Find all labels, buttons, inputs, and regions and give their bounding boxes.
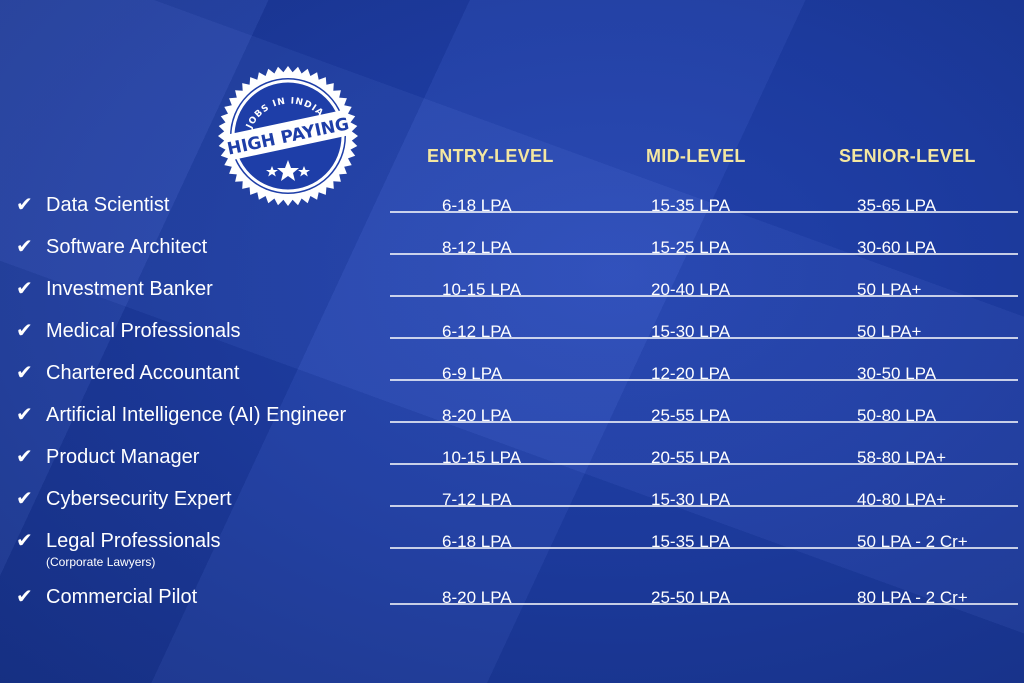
entry-level-salary: 10-15 LPA: [442, 448, 522, 467]
entry-level-salary: 7-12 LPA: [442, 490, 512, 509]
job-title: Chartered Accountant: [46, 362, 240, 384]
check-icon: ✔: [16, 446, 33, 468]
entry-level-salary: 8-20 LPA: [442, 588, 512, 607]
check-icon: ✔: [16, 404, 33, 426]
header-senior-level: SENIOR-LEVEL: [839, 146, 976, 166]
check-icon: ✔: [16, 194, 33, 216]
row-divider: [390, 421, 1018, 423]
mid-level-salary: 12-20 LPA: [651, 364, 731, 383]
seal-graphic: JOBS IN INDIA HIGH PAYING: [218, 66, 358, 206]
mid-level-salary: 15-30 LPA: [651, 490, 731, 509]
job-title: Artificial Intelligence (AI) Engineer: [46, 404, 347, 426]
seal-stars: [266, 160, 310, 181]
entry-level-salary: 6-12 LPA: [442, 322, 512, 341]
senior-level-salary: 50-80 LPA: [857, 406, 937, 425]
row-divider: [390, 603, 1018, 605]
table-row: ✔ Commercial Pilot 8-20 LPA 25-50 LPA 80 LPA…: [0, 585, 1024, 625]
row-divider: [390, 337, 1018, 339]
senior-level-salary: 40-80 LPA+: [857, 490, 947, 509]
row-divider: [390, 547, 1018, 549]
job-title: Commercial Pilot: [46, 586, 198, 608]
entry-level-salary: 10-15 LPA: [442, 280, 522, 299]
header-mid-level: MID-LEVEL: [646, 146, 746, 166]
check-icon: ✔: [16, 278, 33, 300]
senior-level-salary: 50 LPA+: [857, 322, 922, 341]
row-divider: [390, 295, 1018, 297]
table-row: ✔ Chartered Accountant 6-9 LPA 12-20 LPA 30-…: [0, 361, 1024, 401]
mid-level-salary: 15-25 LPA: [651, 238, 731, 257]
senior-level-salary: 35-65 LPA: [857, 196, 937, 215]
mid-level-salary: 20-40 LPA: [651, 280, 731, 299]
job-title: Data Scientist: [46, 194, 170, 216]
senior-level-salary: 50 LPA+: [857, 280, 922, 299]
entry-level-salary: 8-20 LPA: [442, 406, 512, 425]
table-row: ✔ Legal Professionals (Corporate Lawyers) 6…: [0, 529, 1024, 569]
senior-level-salary: 50 LPA - 2 Cr+: [857, 532, 968, 551]
table-row: ✔ Product Manager 10-15 LPA 20-55 LPA 58-80 …: [0, 445, 1024, 485]
table-row: ✔ Software Architect 8-12 LPA 15-25 LPA 30-6…: [0, 235, 1024, 275]
job-title: Product Manager: [46, 446, 200, 468]
senior-level-salary: 30-50 LPA: [857, 364, 937, 383]
senior-level-salary: 30-60 LPA: [857, 238, 937, 257]
entry-level-salary: 6-18 LPA: [442, 196, 512, 215]
job-title: Investment Banker: [46, 278, 213, 300]
senior-level-salary: 80 LPA - 2 Cr+: [857, 588, 968, 607]
mid-level-salary: 15-35 LPA: [651, 532, 731, 551]
table-row: ✔ Cybersecurity Expert 7-12 LPA 15-30 LPA 40…: [0, 487, 1024, 527]
job-title: Legal Professionals: [46, 530, 221, 552]
row-divider: [390, 505, 1018, 507]
table-row: ✔ Artificial Intelligence (AI) Engineer 8-…: [0, 403, 1024, 443]
mid-level-salary: 25-55 LPA: [651, 406, 731, 425]
high-paying-seal: JOBS IN INDIA HIGH PAYING: [216, 64, 360, 208]
mid-level-salary: 15-35 LPA: [651, 196, 731, 215]
check-icon: ✔: [16, 586, 33, 608]
table-row: ✔ Investment Banker 10-15 LPA 20-40 LPA 50 L…: [0, 277, 1024, 317]
job-subtitle: (Corporate Lawyers): [46, 555, 156, 569]
row-divider: [390, 463, 1018, 465]
entry-level-salary: 8-12 LPA: [442, 238, 512, 257]
header-entry-level: ENTRY-LEVEL: [427, 146, 554, 166]
job-title: Cybersecurity Expert: [46, 488, 232, 510]
check-icon: ✔: [16, 236, 33, 258]
senior-level-salary: 58-80 LPA+: [857, 448, 947, 467]
row-divider: [390, 211, 1018, 213]
row-divider: [390, 253, 1018, 255]
check-icon: ✔: [16, 488, 33, 510]
check-icon: ✔: [16, 530, 33, 552]
table-row: ✔ Data Scientist 6-18 LPA 15-35 LPA 35-65 LP…: [0, 193, 1024, 233]
mid-level-salary: 25-50 LPA: [651, 588, 731, 607]
check-icon: ✔: [16, 320, 33, 342]
job-title: Medical Professionals: [46, 320, 241, 342]
job-title: Software Architect: [46, 236, 208, 258]
check-icon: ✔: [16, 362, 33, 384]
table-row: ✔ Medical Professionals 6-12 LPA 15-30 LPA 5…: [0, 319, 1024, 359]
entry-level-salary: 6-18 LPA: [442, 532, 512, 551]
entry-level-salary: 6-9 LPA: [442, 364, 503, 383]
column-headers: ENTRY-LEVEL MID-LEVEL SENIOR-LEVEL: [0, 146, 1024, 170]
row-divider: [390, 379, 1018, 381]
mid-level-salary: 15-30 LPA: [651, 322, 731, 341]
mid-level-salary: 20-55 LPA: [651, 448, 731, 467]
